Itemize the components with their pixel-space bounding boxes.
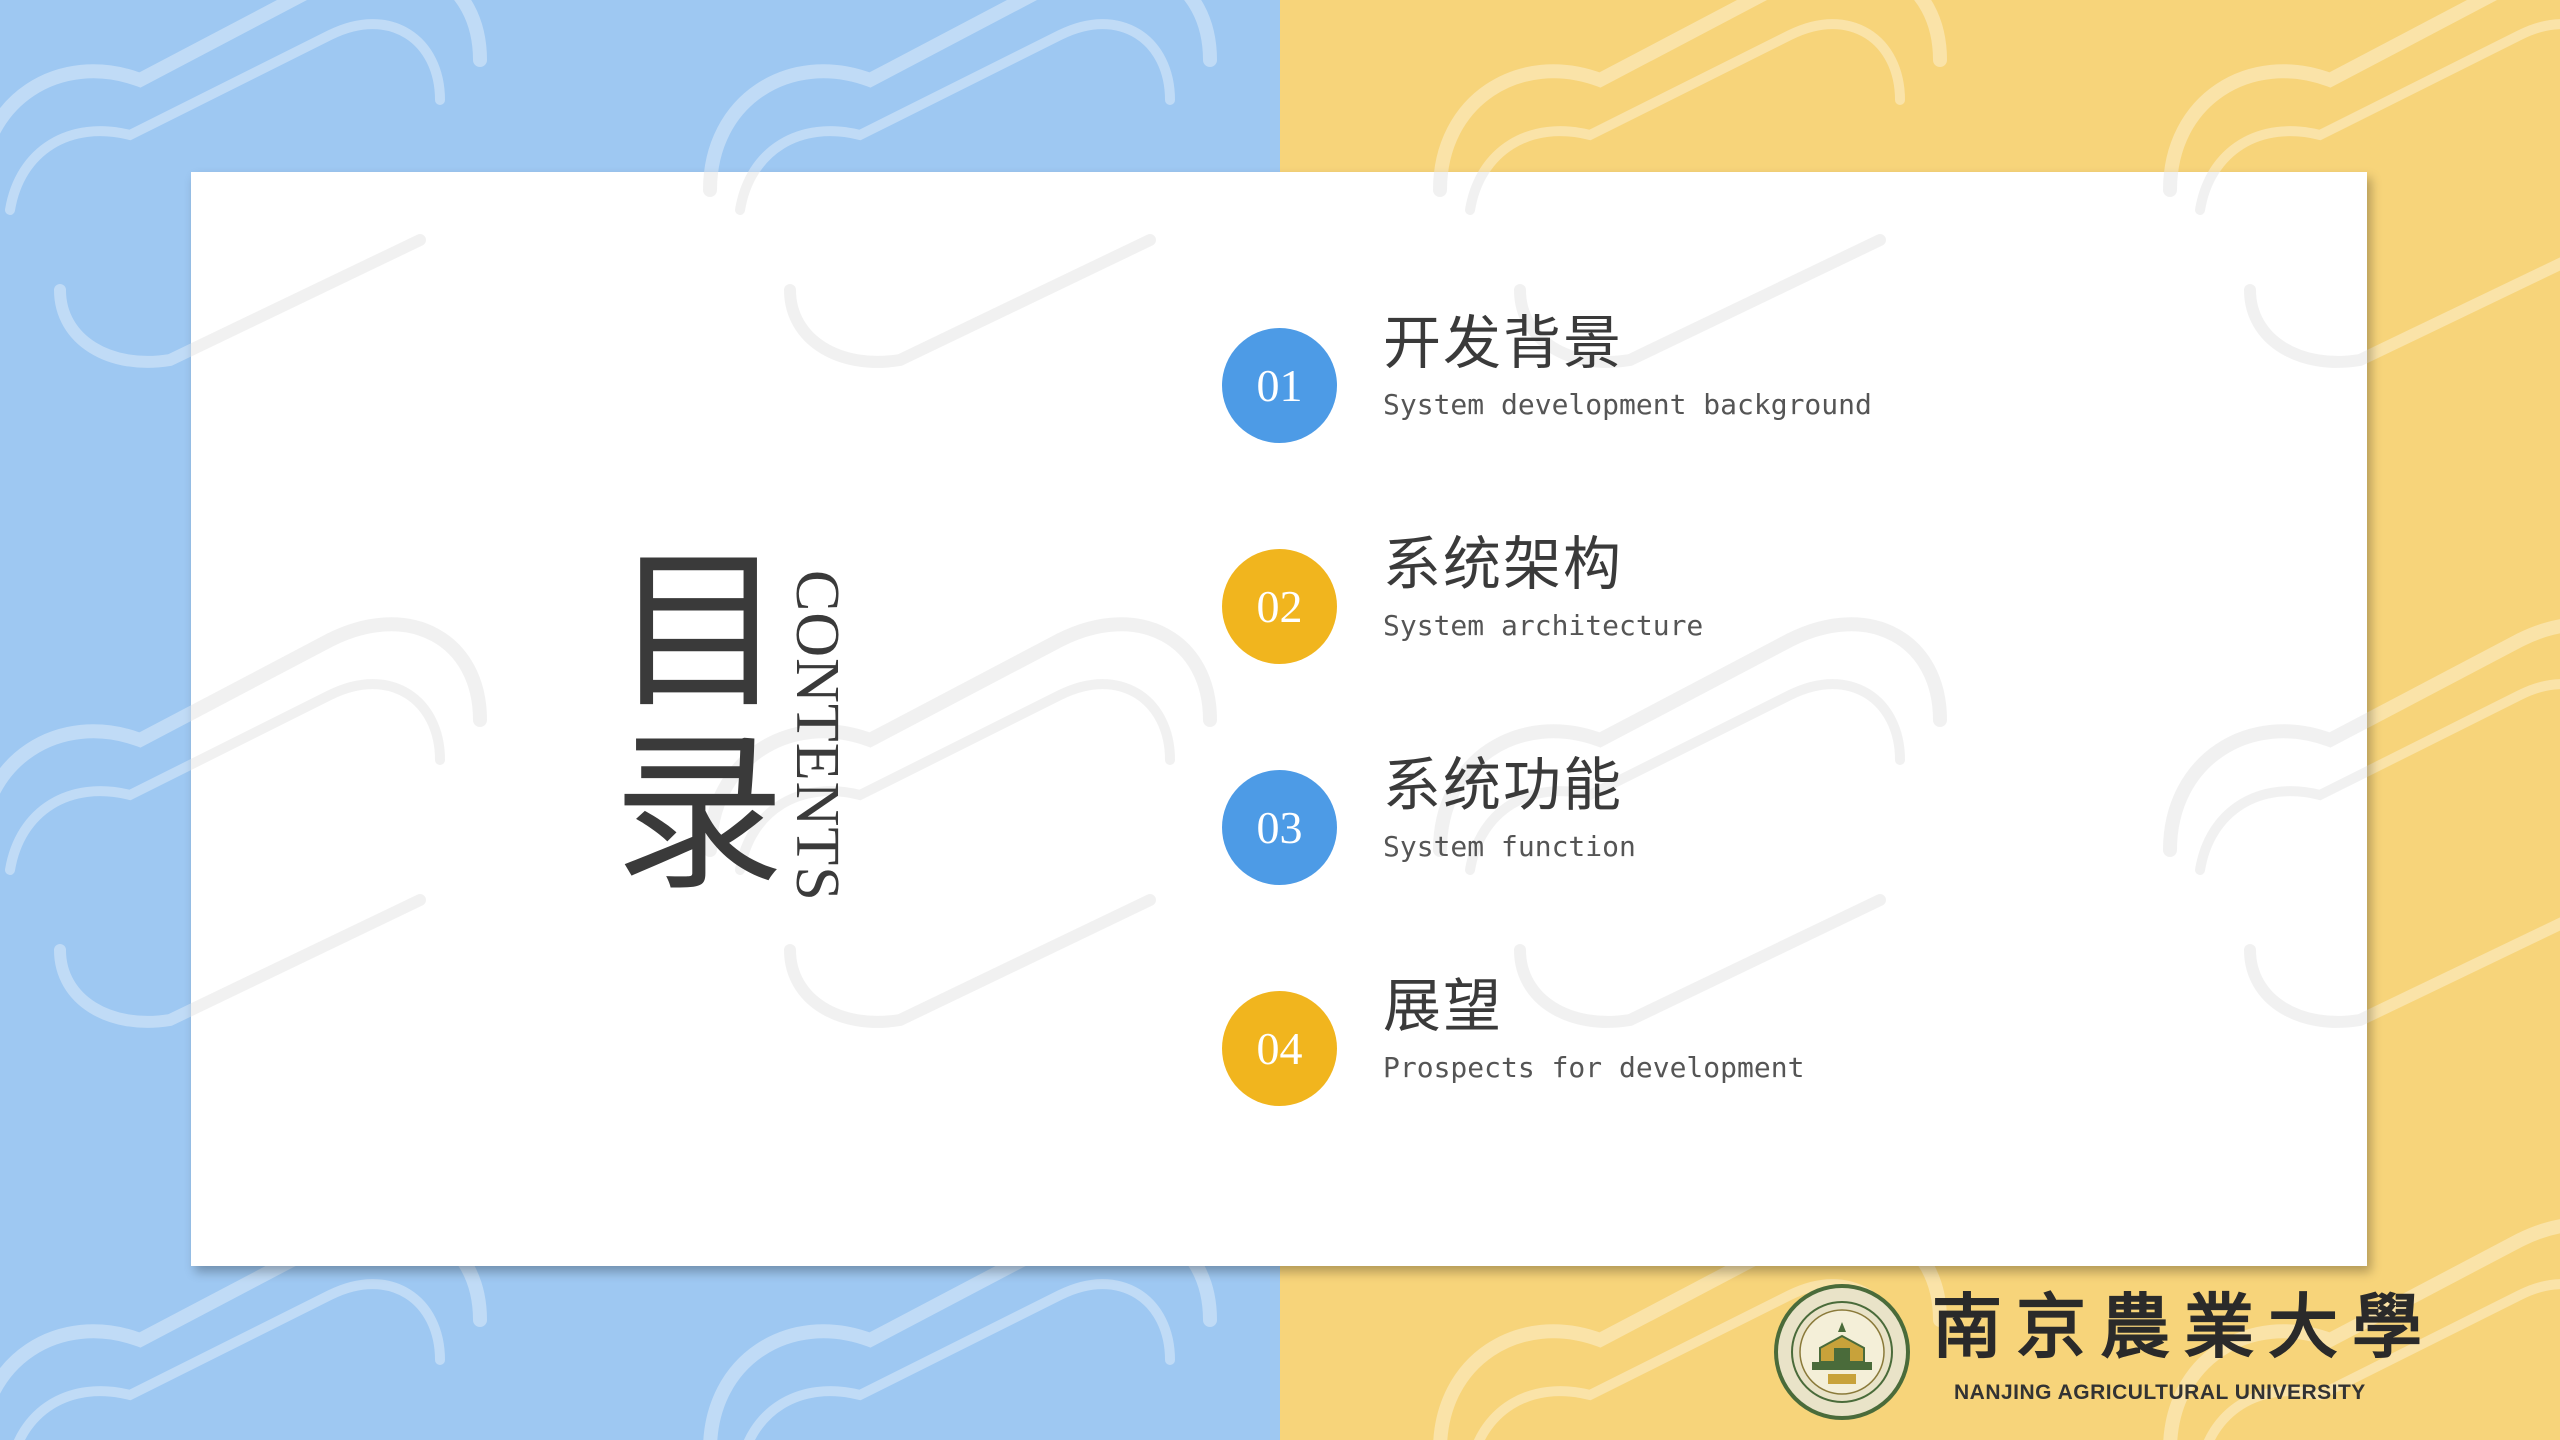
contents-title-chinese: 目录 <box>583 540 784 904</box>
item-heading: 系统功能 <box>1383 751 1624 819</box>
item-heading: 展望 <box>1383 972 1504 1040</box>
item-heading: 开发背景 <box>1383 309 1624 377</box>
item-subtitle: Prospects for development <box>1383 1051 1805 1084</box>
toc-item-3[interactable]: 03 系统功能 System function <box>1222 751 2222 890</box>
item-number-badge: 02 <box>1222 549 1337 664</box>
university-seal-icon <box>1774 1284 1910 1420</box>
item-subtitle: System development background <box>1383 388 1872 421</box>
item-number-badge: 01 <box>1222 328 1337 443</box>
item-number-badge: 03 <box>1222 770 1337 885</box>
toc-item-1[interactable]: 01 开发背景 System development background <box>1222 309 2222 448</box>
item-subtitle: System function <box>1383 830 1636 863</box>
item-number-badge: 04 <box>1222 991 1337 1106</box>
university-name-english: NANJING AGRICULTURAL UNIVERSITY <box>1954 1381 2366 1404</box>
university-logo: 南京農業大學 NANJING AGRICULTURAL UNIVERSITY <box>1772 1282 2422 1422</box>
item-heading: 系统架构 <box>1383 530 1624 598</box>
item-subtitle: System architecture <box>1383 609 1704 642</box>
toc-item-2[interactable]: 02 系统架构 System architecture <box>1222 530 2222 669</box>
toc-item-4[interactable]: 04 展望 Prospects for development <box>1222 972 2222 1111</box>
university-name-chinese: 南京農業大學 <box>1932 1285 2436 1368</box>
contents-title-english: CONTENTS <box>783 570 851 902</box>
